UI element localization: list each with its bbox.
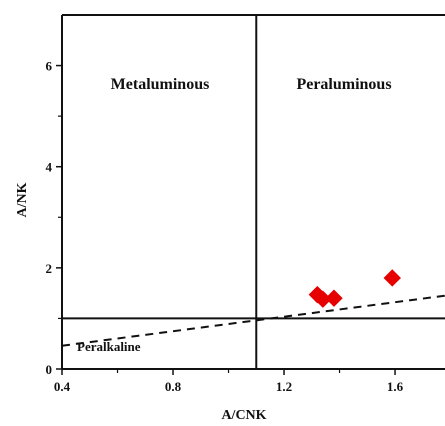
x-tick-label: 1.6: [387, 379, 404, 394]
x-tick-label: 0.4: [54, 379, 71, 394]
region-label-peraluminous: Peraluminous: [296, 76, 391, 93]
data-point-diamond: [325, 289, 343, 307]
x-tick-label: 1.2: [276, 379, 292, 394]
data-point-diamond: [383, 269, 401, 287]
x-axis-ticks: 0.4 0.8 1.2 1.6: [54, 369, 404, 394]
y-tick-label: 6: [46, 59, 53, 74]
y-axis-ticks: 0 2 4 6: [46, 59, 62, 377]
boundary-lines: [61, 15, 445, 369]
x-tick-label: 0.8: [165, 379, 182, 394]
x-axis-title: A/CNK: [221, 408, 266, 423]
y-tick-label: 4: [46, 160, 53, 175]
y-tick-label: 2: [46, 261, 53, 276]
y-tick-label: 0: [46, 362, 53, 377]
region-label-peralkaline: Peralkaline: [77, 339, 141, 354]
data-points: [308, 269, 401, 308]
plot-frame: [61, 14, 445, 370]
y-axis-title: A/NK: [15, 182, 30, 217]
region-label-metaluminous: Metaluminous: [111, 76, 210, 93]
